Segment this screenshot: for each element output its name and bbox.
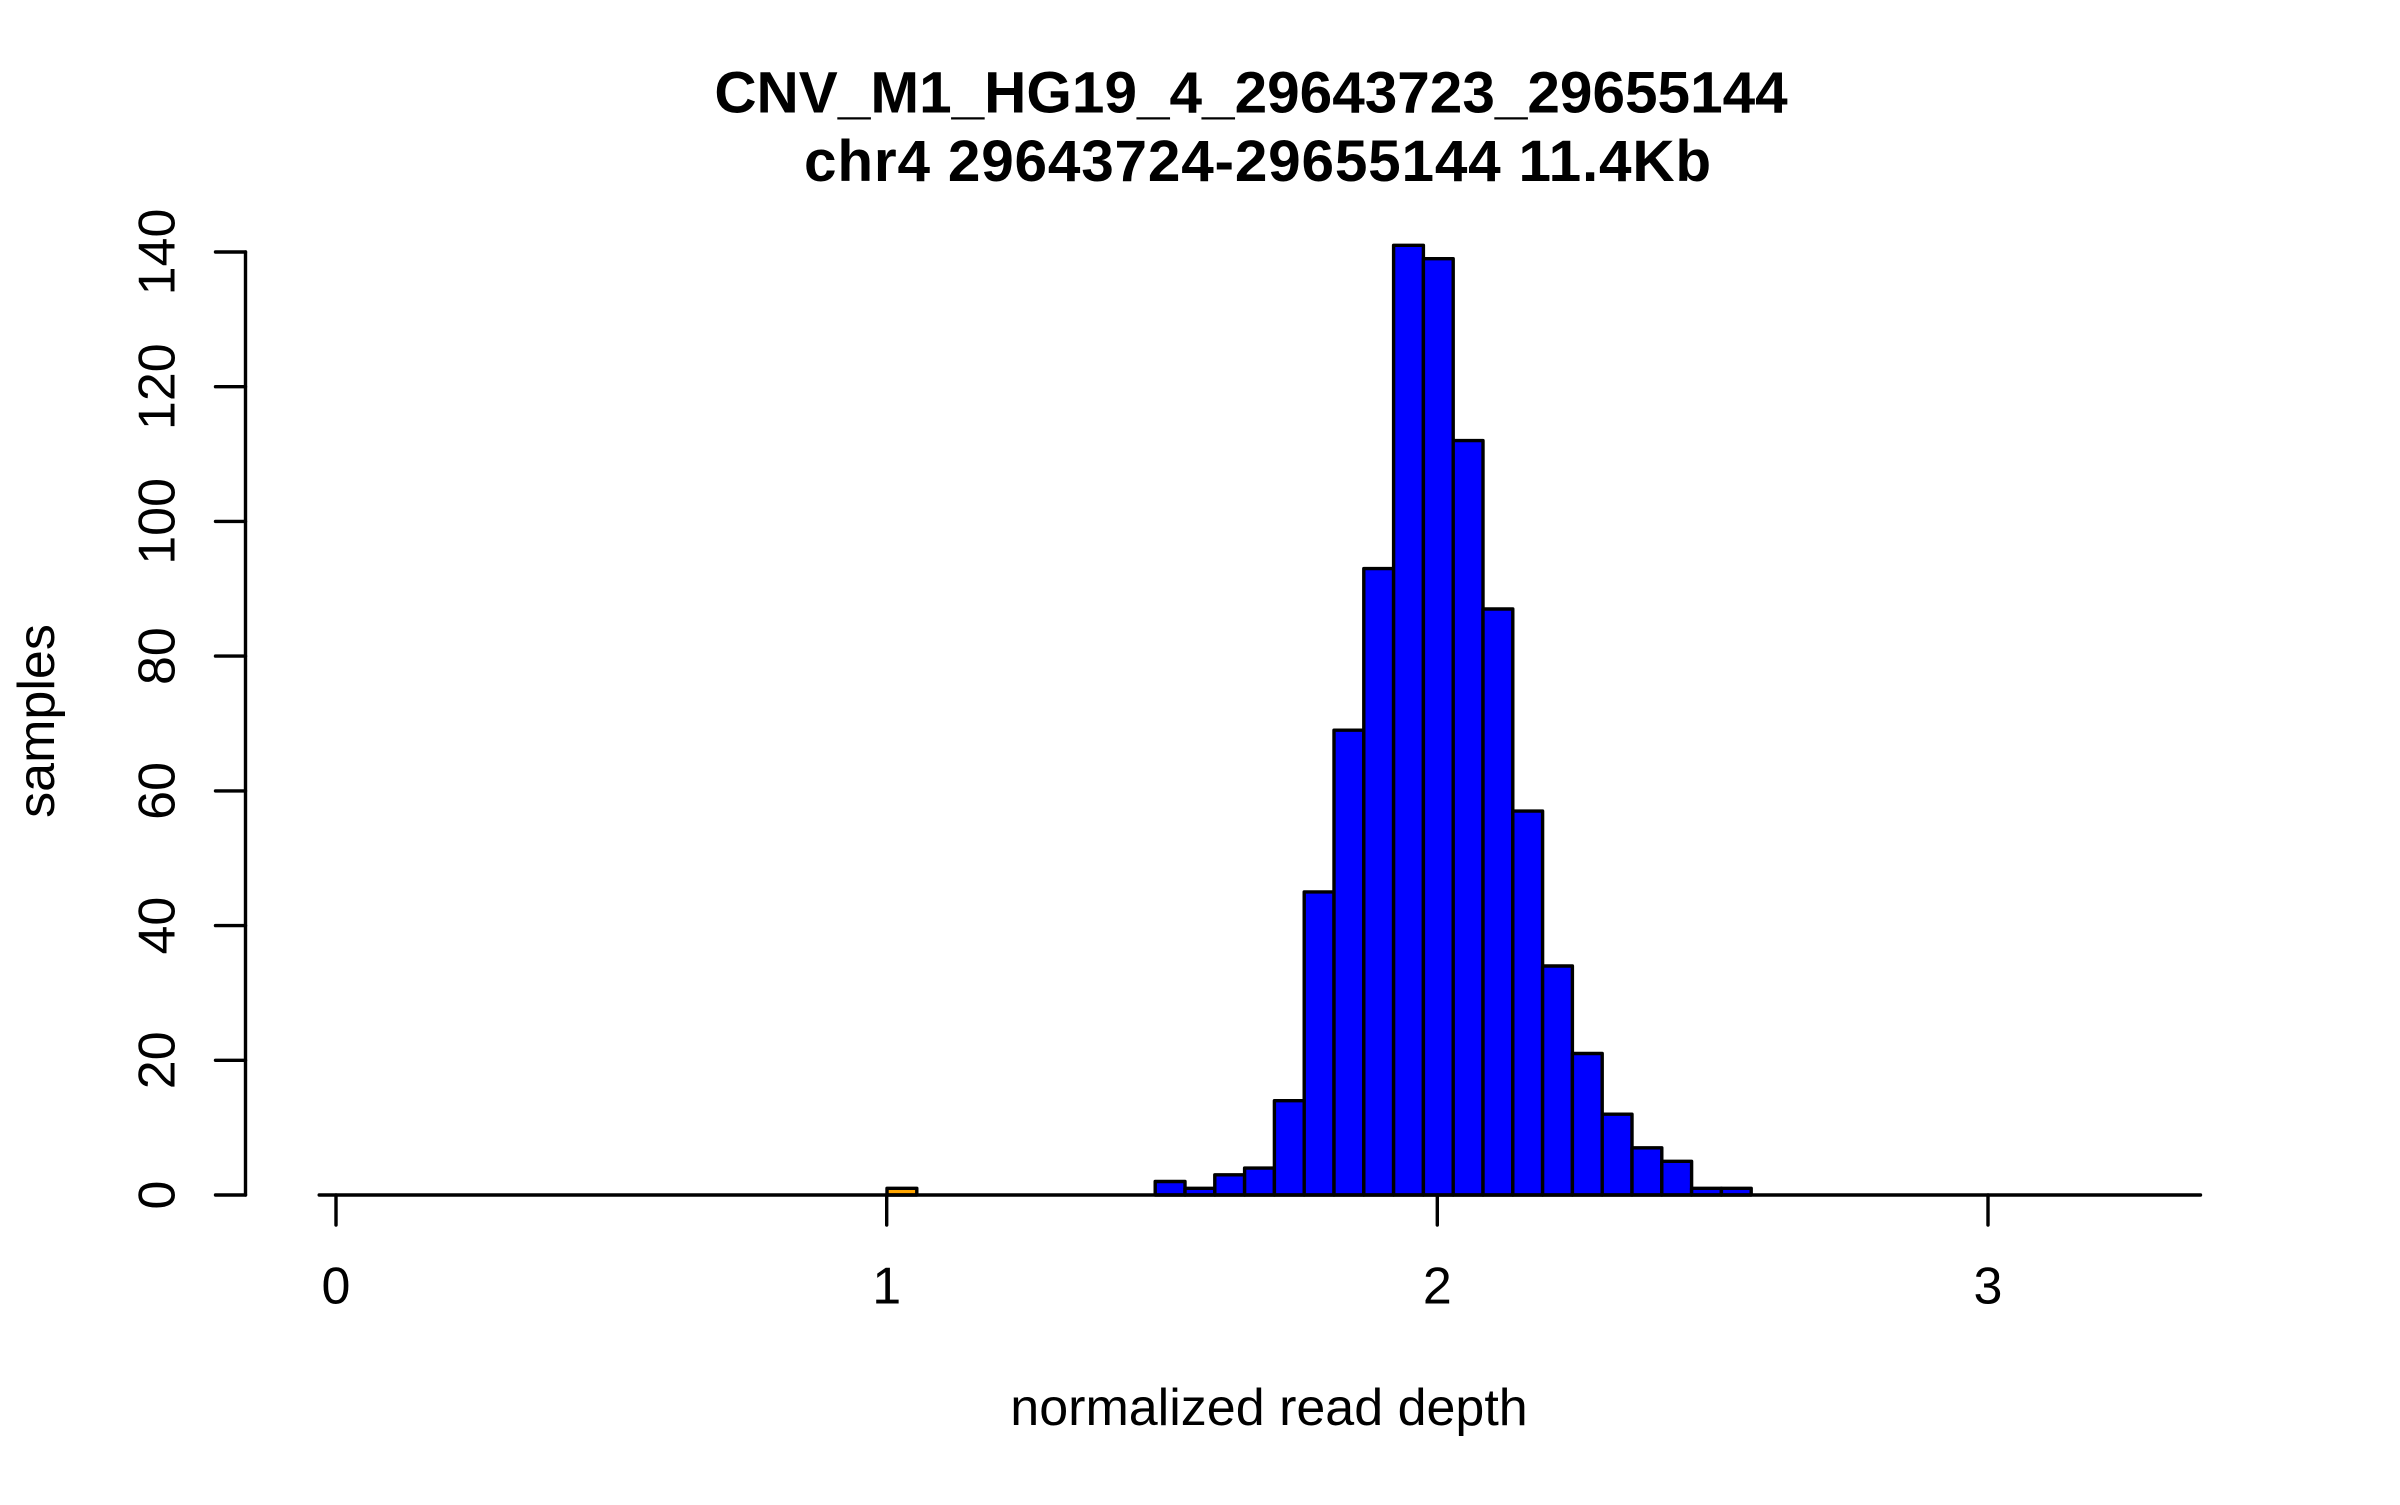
svg-text:140: 140 (129, 209, 187, 296)
svg-text:20: 20 (129, 1031, 187, 1089)
svg-text:3: 3 (1974, 1258, 2003, 1316)
svg-text:samples: samples (8, 624, 66, 818)
svg-text:40: 40 (129, 897, 187, 955)
svg-text:80: 80 (129, 627, 187, 685)
svg-text:120: 120 (129, 343, 187, 430)
svg-text:0: 0 (129, 1181, 187, 1210)
svg-text:CNV_M1_HG19_4_29643723_2965514: CNV_M1_HG19_4_29643723_29655144 (714, 61, 1788, 126)
svg-text:chr4 29643724-29655144 11.4Kb: chr4 29643724-29655144 11.4Kb (804, 129, 1712, 194)
svg-text:normalized read depth: normalized read depth (1010, 1379, 1527, 1437)
svg-text:0: 0 (322, 1258, 351, 1316)
svg-text:1: 1 (872, 1258, 901, 1316)
svg-text:2: 2 (1423, 1258, 1452, 1316)
svg-text:60: 60 (129, 762, 187, 820)
svg-text:100: 100 (129, 478, 187, 565)
